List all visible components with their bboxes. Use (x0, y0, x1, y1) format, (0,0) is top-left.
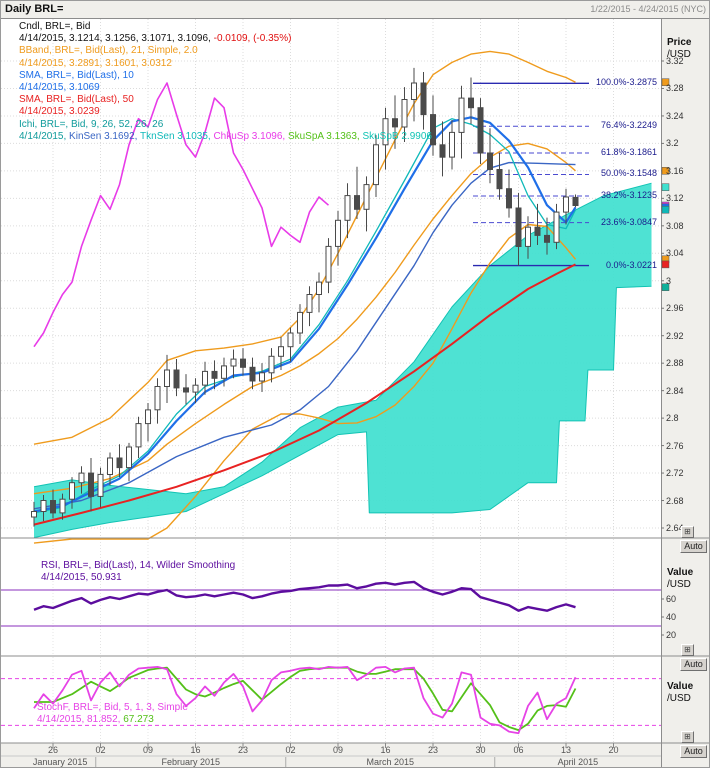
chart-title: Daily BRL= (5, 3, 64, 15)
legend-ichimoku-date: 4/14/2015, (19, 130, 70, 142)
day-label: 02 (285, 745, 296, 755)
fib-level-label: 76.4%-3.2249 (600, 120, 657, 131)
price-axis-header: Price /USD (667, 37, 691, 61)
stochf-legend-k-value: 4/14/2015, 81.852, (37, 714, 124, 726)
price-tick-label: 2.76 (666, 440, 684, 451)
price-tick-label: 2.96 (666, 303, 684, 314)
price-tick-label: 3.2 (666, 138, 679, 149)
time-axis-strip[interactable] (1, 743, 661, 767)
price-tick-label: 2.64 (666, 523, 684, 533)
fib-level-label: 100.0%-3.2875 (595, 77, 657, 88)
price-tick-label: 2.68 (666, 495, 684, 506)
legend-skuspb-value: SkuSpB 2.9906 (362, 130, 432, 142)
legend-sma50-value: 4/14/2015, 3.0239 (19, 106, 100, 118)
day-label: 09 (332, 745, 343, 755)
legend-kinsen-value: KinSen 3.1692, (69, 130, 141, 142)
day-label: 20 (608, 745, 619, 755)
price-tick-label: 3.32 (666, 56, 684, 66)
day-label: 13 (560, 745, 571, 755)
legend-tknsen-value: TknSen 3.1035, (140, 130, 214, 142)
legend-sma10-series: SMA, BRL=, Bid(Last), 10 (19, 69, 134, 81)
price-axis-title: Price (667, 37, 692, 48)
price-tick-label: 3.08 (666, 220, 684, 231)
month-label: February 2015 (161, 757, 221, 767)
price-tick-label: 2.8 (666, 413, 679, 424)
stoch-panel-auto-scale-button[interactable]: Auto (680, 745, 707, 758)
fib-level-label: 50.0%-3.1548 (600, 168, 657, 179)
rsi-axis-title: Value (667, 567, 694, 578)
price-tick-label: 3.28 (666, 83, 684, 94)
legend-bband-series: BBand, BRL=, Bid(Last), 21, Simple, 2.0 (19, 45, 198, 57)
stochf-legend-series: StochF, BRL=, Bid, 5, 1, 3, Simple (37, 702, 188, 713)
day-label: 06 (513, 745, 524, 755)
stochf-legend: StochF, BRL=, Bid, 5, 1, 3, Simple 4/14/… (37, 702, 188, 726)
price-tick-label: 3.12 (666, 193, 684, 204)
day-label: 16 (190, 745, 201, 755)
rsi-panel-auto-scale-button[interactable]: Auto (680, 658, 707, 671)
stoch-axis-title: Value (667, 681, 694, 692)
legend-sma50-series: SMA, BRL=, Bid(Last), 50 (19, 94, 134, 106)
day-label: 16 (380, 745, 391, 755)
legend-bband-values: 4/14/2015, 3.2891, 3.1601, 3.0312 (19, 57, 172, 69)
stoch-axis-header: Value /USD (667, 681, 693, 705)
rsi-legend: RSI, BRL=, Bid(Last), 14, Wilder Smoothi… (41, 560, 235, 584)
rsi-legend-value: 4/14/2015, 50.931 (41, 572, 122, 584)
rsi-legend-series: RSI, BRL=, Bid(Last), 14, Wilder Smoothi… (41, 560, 236, 571)
price-tick-label: 3.16 (666, 165, 684, 176)
price-tick-label: 2.84 (666, 385, 684, 396)
month-label: January 2015 (32, 757, 88, 767)
rsi-axis-header: Value /USD (667, 567, 693, 591)
rsi-axis-unit: /USD (667, 579, 691, 590)
fib-level-label: 23.6%-3.0847 (600, 216, 657, 227)
legend-skuspa-value: SkuSpA 3.1363, (287, 130, 363, 142)
price-tick-label: 3.24 (666, 110, 684, 121)
day-label: 09 (142, 745, 153, 755)
month-label: April 2015 (557, 757, 599, 767)
legend-candle-series: Cndl, BRL=, Bid (19, 21, 91, 32)
stoch-panel-options-button[interactable]: ⊞ (681, 731, 694, 743)
month-label: March 2015 (366, 757, 415, 767)
rsi-panel-options-button[interactable]: ⊞ (681, 644, 694, 656)
stochf-legend-d-value: 67.273 (123, 714, 154, 726)
main-chart-legend: Cndl, BRL=, Bid 4/14/2015, 3.1214, 3.125… (19, 21, 432, 143)
legend-sma10-value: 4/14/2015, 3.1069 (19, 82, 100, 94)
main-panel-auto-scale-button[interactable]: Auto (680, 540, 707, 553)
legend-ichimoku-series: Ichi, BRL=, Bid, 9, 26, 52, 26, 26 (19, 118, 164, 130)
day-label: 23 (427, 745, 438, 755)
fib-level-label: 0.0%-3.0221 (605, 259, 657, 270)
day-label: 23 (237, 745, 248, 755)
price-tick-label: 3 (666, 275, 672, 286)
legend-candle-change: -0.0109, (-0.35%) (213, 33, 292, 45)
price-tick-label: 2.92 (666, 330, 684, 341)
price-tick-label: 3.04 (666, 248, 684, 259)
rsi-tick-label: 40 (666, 612, 677, 622)
chart-date-range: 1/22/2015 - 4/24/2015 (NYC) (590, 4, 706, 14)
rsi-tick-label: 60 (666, 594, 677, 604)
legend-chkusp-value: ChkuSp 3.1096, (213, 130, 288, 142)
day-label: 02 (95, 745, 106, 755)
price-axis-unit: /USD (667, 49, 691, 60)
price-axis-strip[interactable] (661, 18, 709, 767)
fib-level-label: 38.2%-3.1235 (600, 189, 657, 200)
stoch-axis-unit: /USD (667, 693, 691, 704)
main-panel-options-button[interactable]: ⊞ (681, 526, 694, 538)
legend-candle-values: 4/14/2015, 3.1214, 3.1256, 3.1071, 3.109… (19, 33, 214, 45)
day-label: 26 (47, 745, 58, 755)
price-tick-label: 2.72 (666, 468, 684, 479)
fib-level-label: 61.8%-3.1861 (600, 146, 657, 157)
chart-header-bar: Daily BRL= 1/22/2015 - 4/24/2015 (NYC) (1, 1, 709, 19)
price-tick-label: 2.88 (666, 358, 684, 369)
rsi-tick-label: 20 (666, 630, 677, 640)
day-label: 30 (475, 745, 486, 755)
